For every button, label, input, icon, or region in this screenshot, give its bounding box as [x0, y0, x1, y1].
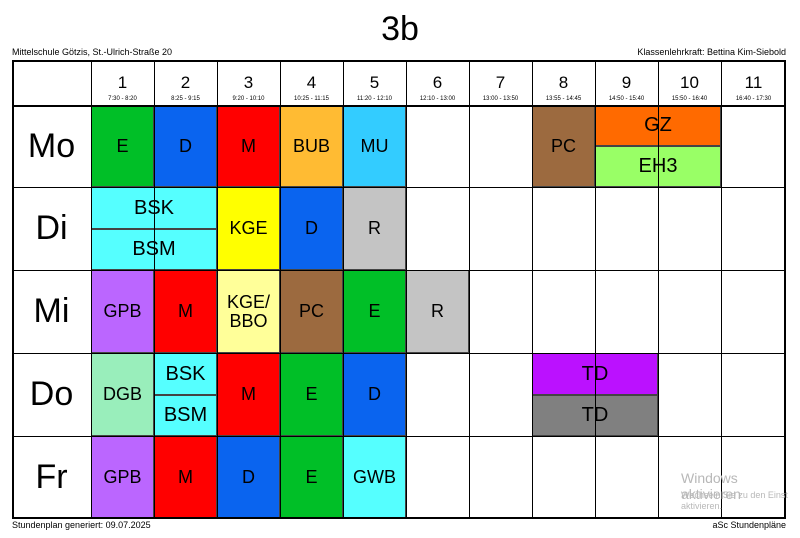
lesson-mi-p6[interactable]: R [406, 270, 469, 353]
grid-line-horizontal [12, 517, 786, 519]
lesson-mo-p3[interactable]: M [217, 105, 280, 187]
lesson-fr-p5[interactable]: GWB [343, 436, 406, 519]
period-time-6: 12:10 - 13:00 [419, 96, 456, 102]
grid-line-vertical [721, 60, 722, 519]
lesson-di-p4[interactable]: D [280, 187, 343, 270]
grid-line-vertical [154, 60, 155, 519]
lesson-di-p3[interactable]: KGE [217, 187, 280, 270]
grid-line-vertical [658, 60, 659, 519]
lesson-do-p4[interactable]: E [280, 353, 343, 436]
lesson-fr-p3[interactable]: D [217, 436, 280, 519]
period-time-5: 11:20 - 12:10 [357, 96, 392, 102]
period-number-1: 1 [117, 73, 128, 92]
lesson-di-p5[interactable]: R [343, 187, 406, 270]
lesson-mi-p1[interactable]: GPB [91, 270, 154, 353]
lesson-mo-p4[interactable]: BUB [280, 105, 343, 187]
lesson-mo-p5[interactable]: MU [343, 105, 406, 187]
period-number-11: 11 [744, 73, 763, 92]
grid-line-vertical [469, 60, 470, 519]
grid-line-vertical [343, 60, 344, 519]
grid-line-vertical [784, 60, 786, 519]
period-time-2: 8:25 - 9:15 [171, 96, 200, 102]
windows-activation-hint: Wechseln Sie zu den Einst aktivieren. [681, 490, 788, 513]
grid-line-horizontal [12, 353, 786, 354]
lesson-fr-p4[interactable]: E [280, 436, 343, 519]
day-label-mo: Mo [27, 126, 76, 165]
grid-line-vertical [217, 60, 218, 519]
windows-activation-hint-line2: aktivieren. [681, 501, 723, 512]
period-number-4: 4 [306, 73, 317, 92]
day-label-mi: Mi [33, 292, 70, 330]
grid-line-vertical [595, 60, 596, 519]
grid-line-horizontal [12, 270, 786, 271]
software-brand: aSc Stundenpläne [712, 520, 786, 530]
period-time-11: 16:40 - 17:30 [735, 96, 772, 102]
period-time-9: 14:50 - 15:40 [608, 96, 645, 102]
grid-line-horizontal [12, 105, 786, 107]
class-teacher: Klassenlehrkraft: Bettina Kim-Siebold [637, 47, 786, 57]
period-time-10: 15:50 - 16:40 [671, 96, 708, 102]
period-number-6: 6 [432, 73, 443, 92]
generated-date: Stundenplan generiert: 09.07.2025 [12, 520, 151, 530]
day-label-do: Do [29, 375, 74, 413]
period-time-3: 9:20 - 10:10 [232, 96, 265, 102]
period-number-9: 9 [621, 73, 632, 92]
windows-activation-hint-line1: Wechseln Sie zu den Einst [681, 490, 788, 500]
period-number-3: 3 [243, 73, 254, 92]
period-time-7: 13:00 - 13:50 [482, 96, 519, 102]
lesson-do-p2-top[interactable]: BSK [154, 353, 217, 395]
grid-line-horizontal [12, 436, 786, 437]
lesson-mi-p5[interactable]: E [343, 270, 406, 353]
period-number-7: 7 [495, 73, 506, 92]
period-number-5: 5 [369, 73, 380, 92]
day-label-di: Di [35, 209, 68, 247]
grid-line-vertical [280, 60, 281, 519]
grid-line-vertical [532, 60, 533, 519]
grid-line-vertical [91, 60, 92, 519]
lesson-mi-p4[interactable]: PC [280, 270, 343, 353]
lesson-mi-p3[interactable]: KGE/ BBO [217, 270, 280, 353]
windows-activation-watermark: Windows aktivieren [681, 470, 741, 502]
day-label-fr: Fr [35, 458, 68, 496]
period-time-4: 10:25 - 11:15 [294, 96, 329, 102]
period-number-2: 2 [180, 73, 191, 92]
lesson-do-p1[interactable]: DGB [91, 353, 154, 436]
lesson-do-p5[interactable]: D [343, 353, 406, 436]
lesson-mi-p2[interactable]: M [154, 270, 217, 353]
grid-line-horizontal [12, 187, 786, 188]
period-number-8: 8 [558, 73, 569, 92]
lesson-mo-p1[interactable]: E [91, 105, 154, 187]
lesson-mo-p8[interactable]: PC [532, 105, 595, 187]
lesson-fr-p2[interactable]: M [154, 436, 217, 519]
lesson-fr-p1[interactable]: GPB [91, 436, 154, 519]
period-time-8: 13:55 - 14:45 [545, 96, 582, 102]
timetable-title: 3b [381, 10, 419, 48]
grid-line-vertical [406, 60, 407, 519]
lesson-do-p2-bottom[interactable]: BSM [154, 395, 217, 436]
period-time-1: 7:30 - 8:20 [108, 96, 137, 102]
lesson-do-p3[interactable]: M [217, 353, 280, 436]
grid-line-vertical [12, 60, 14, 519]
lesson-mo-p2[interactable]: D [154, 105, 217, 187]
school-name: Mittelschule Götzis, St.-Ulrich-Straße 2… [12, 47, 173, 57]
timetable-grid: 1 7:30 - 8:20 2 8:25 - 9:15 3 9:20 - 10:10 4 10… [12, 60, 786, 519]
period-number-10: 10 [680, 73, 699, 92]
grid-line-horizontal [12, 60, 786, 62]
